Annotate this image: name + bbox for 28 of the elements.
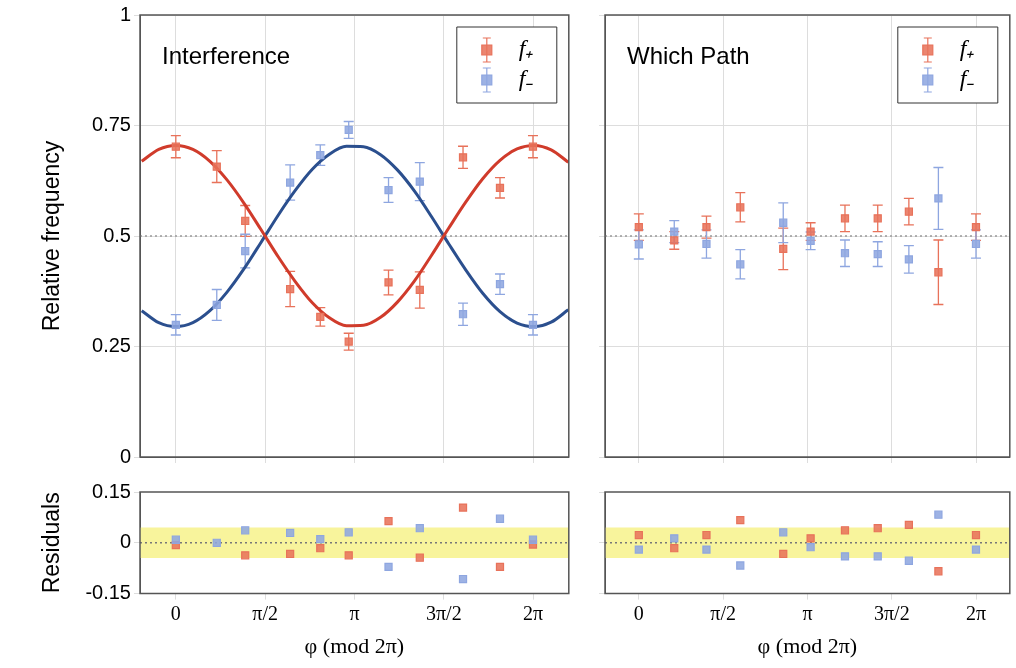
- x-tick-label: π: [349, 601, 360, 624]
- x-tick-label: 3π/2: [425, 601, 462, 624]
- text: Which Path: [627, 41, 750, 69]
- y-axis-title: Residuals: [38, 492, 65, 594]
- y-tick-label: 0: [119, 444, 131, 467]
- y-tick-label: 0.75: [92, 113, 131, 136]
- x-tick-label: 3π/2: [873, 601, 910, 624]
- y-tick-label: 0.15: [92, 479, 131, 502]
- x-tick-label: 0: [633, 601, 644, 624]
- y-axis-title: Relative frequency: [38, 140, 65, 332]
- x-tick-label: π: [802, 601, 813, 624]
- text: Interference: [162, 41, 291, 69]
- legend-label: f₋: [959, 65, 975, 92]
- x-tick-label: π/2: [710, 601, 736, 624]
- legend-label: f₊: [518, 35, 534, 62]
- x-axis-title: φ (mod 2π): [304, 632, 405, 658]
- x-tick-label: 2π: [966, 601, 987, 624]
- legend-label: f₊: [959, 35, 975, 62]
- x-tick-label: 0: [170, 601, 181, 624]
- x-tick-label: 2π: [523, 601, 544, 624]
- y-tick-label: -0.15: [85, 581, 131, 604]
- y-tick-label: 0.25: [92, 334, 131, 357]
- y-tick-label: 1: [119, 2, 131, 25]
- x-axis-title: φ (mod 2π): [757, 632, 858, 658]
- x-tick-label: π/2: [252, 601, 278, 624]
- legend-label: f₋: [518, 65, 534, 92]
- y-tick-label: 0: [119, 530, 131, 553]
- y-tick-label: 0.5: [103, 223, 131, 246]
